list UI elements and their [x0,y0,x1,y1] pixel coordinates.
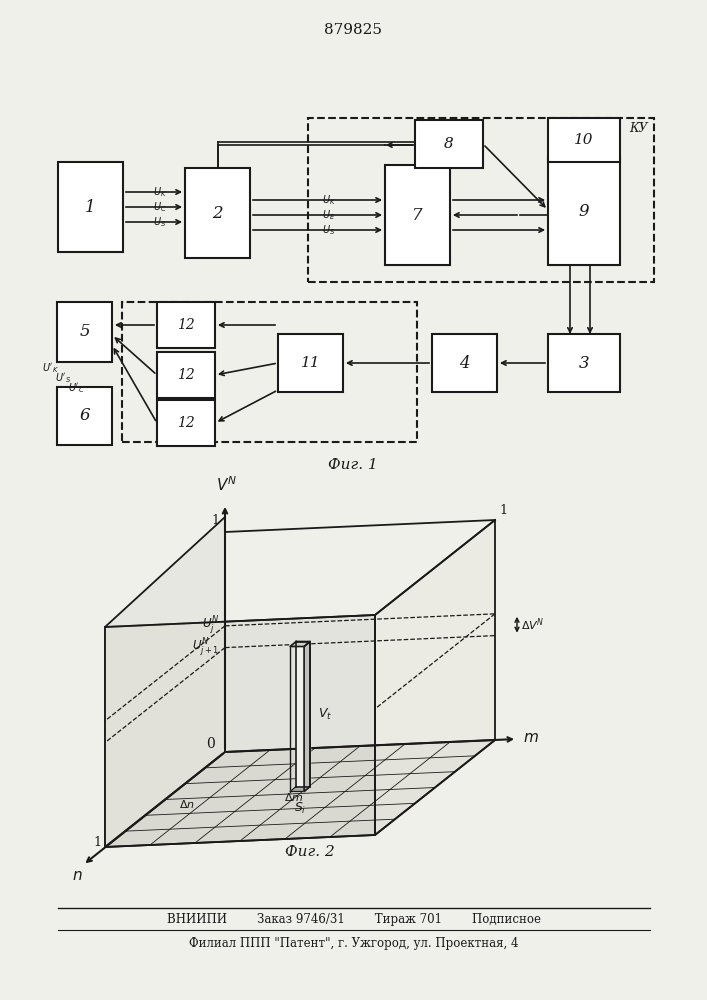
Text: Фиг. 2: Фиг. 2 [285,845,335,859]
Text: 879825: 879825 [324,23,382,37]
Bar [548,118,620,162]
Text: Фиг. 1: Фиг. 1 [328,458,378,472]
Text: $U'_K$: $U'_K$ [42,361,59,375]
Polygon shape [304,642,310,792]
Polygon shape [105,517,225,847]
Bar [278,334,343,392]
Bar [157,352,215,398]
Text: 8: 8 [444,137,454,151]
Text: $V_t$: $V_t$ [318,706,332,722]
Text: 12: 12 [177,318,195,332]
Text: 1: 1 [85,198,96,216]
Bar [548,334,620,392]
Text: 12: 12 [177,416,195,430]
Text: 3: 3 [579,355,590,371]
Bar [122,302,417,442]
Text: 1: 1 [211,514,219,527]
Text: $U_S$: $U_S$ [153,215,166,229]
Bar [157,400,215,446]
Text: 9: 9 [579,202,590,220]
Bar [57,302,112,362]
Bar [308,118,654,282]
Bar [157,302,215,348]
Bar [385,165,450,265]
Polygon shape [296,642,310,786]
Text: 4: 4 [459,355,470,371]
Text: 6: 6 [79,408,90,424]
Text: 7: 7 [412,207,423,224]
Text: $U_j^N$: $U_j^N$ [201,615,219,637]
Text: 12: 12 [177,368,195,382]
Polygon shape [290,786,310,792]
Text: $m$: $m$ [523,731,539,745]
Text: 2: 2 [212,205,223,222]
Bar [58,162,123,252]
Text: $U_S$: $U_S$ [322,223,335,237]
Text: $U_K$: $U_K$ [322,193,336,207]
Bar [57,387,112,445]
Bar [415,120,483,168]
Text: 0: 0 [206,737,215,751]
Text: ВНИИПИ        Заказ 9746/31        Тираж 701        Подписное: ВНИИПИ Заказ 9746/31 Тираж 701 Подписное [167,912,541,926]
Bar [548,157,620,265]
Bar [432,334,497,392]
Text: 11: 11 [300,356,320,370]
Text: КУ: КУ [629,122,648,135]
Polygon shape [375,520,495,835]
Text: 5: 5 [79,324,90,340]
Text: 1: 1 [93,836,101,848]
Text: $V^N$: $V^N$ [216,475,238,494]
Text: $\Delta V^N$: $\Delta V^N$ [521,616,544,633]
Text: $U_K$: $U_K$ [153,185,167,199]
Text: $n$: $n$ [71,869,82,883]
Text: $U_{j+1}^N$: $U_{j+1}^N$ [192,637,219,659]
Bar [185,168,250,258]
Polygon shape [290,642,310,647]
Text: $U_C$: $U_C$ [153,200,167,214]
Text: $U'_C$: $U'_C$ [68,381,85,395]
Text: $U'_S$: $U'_S$ [55,371,71,385]
Polygon shape [105,615,375,847]
Text: 1: 1 [499,504,507,517]
Text: $\Delta n$: $\Delta n$ [180,798,195,810]
Text: Филиал ППП "Патент", г. Ужгород, ул. Проектная, 4: Филиал ППП "Патент", г. Ужгород, ул. Про… [189,938,519,950]
Polygon shape [105,740,495,847]
Text: 10: 10 [574,133,594,147]
Text: $\Delta m$: $\Delta m$ [284,791,304,803]
Text: $S_i$: $S_i$ [294,800,306,816]
Text: $U_E$: $U_E$ [322,208,335,222]
